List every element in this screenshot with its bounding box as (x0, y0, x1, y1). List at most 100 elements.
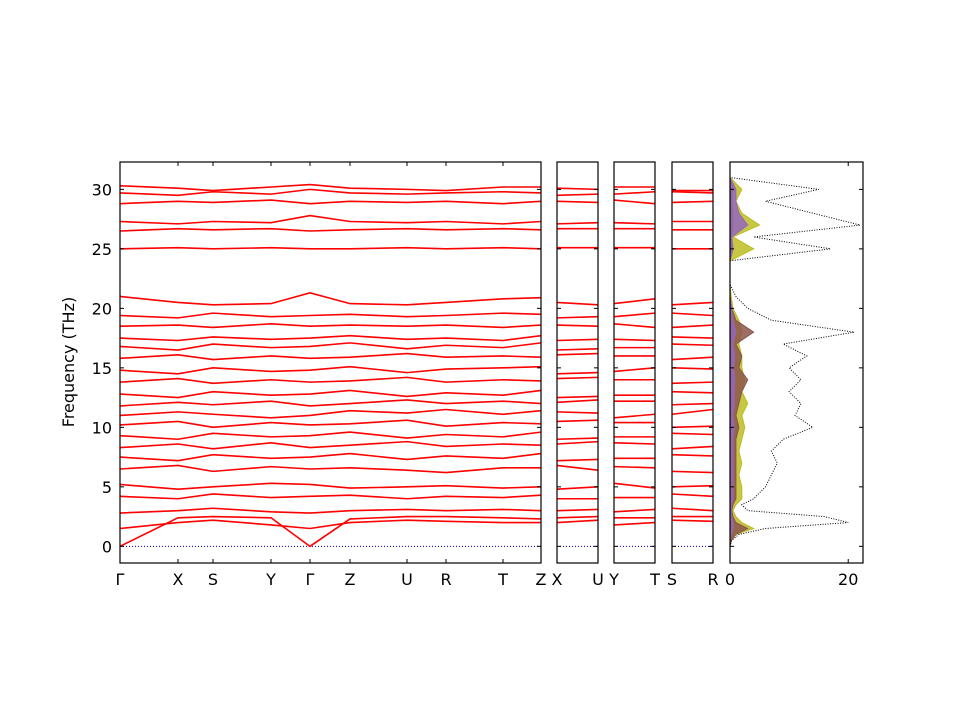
band-line (671, 381, 714, 385)
band-line (119, 419, 542, 429)
band-line (119, 507, 542, 514)
panel-frame (613, 161, 656, 564)
panel-frame (671, 161, 714, 564)
band-line (556, 371, 599, 375)
x-tick-label: S (208, 570, 218, 589)
band-line (671, 470, 714, 474)
y-tick-label: 25 (92, 240, 112, 259)
band-line (613, 298, 656, 305)
band-line (556, 376, 599, 380)
band-line (119, 352, 542, 361)
x-tick-label: 0 (725, 570, 735, 589)
band-line (556, 324, 599, 328)
band-line (556, 187, 599, 191)
band-line (556, 348, 599, 351)
band-line (671, 507, 714, 512)
band-line (119, 515, 542, 548)
band-line (671, 425, 714, 429)
band-line (119, 408, 542, 419)
x-tick-label: S (667, 570, 677, 589)
band-line (613, 521, 656, 526)
band-line (119, 440, 542, 450)
y-tick-label: 10 (92, 418, 112, 437)
band-line (556, 200, 599, 204)
x-tick-label: R (440, 570, 451, 589)
x-tick-label: T (497, 570, 508, 589)
band-line (556, 437, 599, 441)
y-tick-label: 5 (102, 478, 112, 497)
x-tick-label: Y (265, 570, 276, 589)
band-line (119, 292, 542, 306)
band-line (556, 508, 599, 512)
band-line (613, 367, 656, 373)
x-tick-label: T (649, 570, 660, 589)
band-line (613, 442, 656, 445)
band-line (119, 214, 542, 225)
band-line (671, 390, 714, 394)
band-line (556, 301, 599, 306)
y-tick-label: 0 (102, 537, 112, 556)
band-line (671, 190, 714, 194)
band-line (119, 199, 542, 205)
band-line (556, 519, 599, 524)
y-tick-label: 30 (92, 180, 112, 199)
band-line (671, 493, 714, 498)
band-line (556, 395, 599, 399)
x-tick-label: 20 (838, 570, 858, 589)
y-tick-label: 15 (92, 359, 112, 378)
band-line (119, 183, 541, 192)
band-line (671, 519, 714, 523)
band-line (613, 508, 656, 513)
x-tick-label: X (173, 570, 184, 589)
x-tick-label: Γ (306, 570, 315, 589)
band-line (119, 399, 542, 407)
band-line (671, 336, 714, 339)
band-line (671, 408, 714, 416)
band-line (119, 188, 542, 197)
band-line (613, 465, 656, 469)
band-line (119, 334, 542, 342)
band-line (119, 431, 542, 441)
band-line (556, 352, 599, 356)
x-tick-label: Z (536, 570, 547, 589)
band-line (556, 411, 599, 414)
band-line (671, 367, 714, 370)
band-line (613, 190, 656, 195)
band-line (671, 402, 714, 406)
band-line (613, 413, 656, 419)
band-line (671, 453, 714, 457)
band-line (671, 200, 714, 204)
band-line (613, 221, 656, 225)
band-line (613, 312, 656, 318)
band-line (556, 193, 599, 197)
band-line (556, 338, 599, 342)
band-line (556, 315, 599, 319)
band-line (119, 246, 542, 250)
x-tick-label: Y (608, 570, 619, 589)
x-tick-label: U (401, 570, 413, 589)
band-line (119, 365, 542, 375)
band-line (613, 199, 656, 205)
band-line (613, 338, 656, 342)
band-line (556, 419, 599, 423)
band-line (119, 227, 542, 232)
panel-frame (556, 161, 599, 564)
band-line (556, 515, 599, 519)
x-tick-label: Z (345, 570, 356, 589)
band-line (119, 464, 541, 474)
band-line (613, 482, 656, 489)
band-line (119, 323, 542, 329)
x-tick-label: X (552, 570, 563, 589)
band-line (119, 312, 542, 319)
band-line (556, 440, 599, 445)
band-line (671, 484, 714, 488)
band-line (671, 445, 714, 450)
band-line (556, 458, 599, 462)
band-line (119, 452, 542, 462)
x-tick-label: U (592, 570, 604, 589)
band-line (613, 323, 656, 329)
y-tick-label: 20 (92, 299, 112, 318)
band-line (556, 221, 599, 225)
y-axis-label: Frequency (THz) (59, 297, 78, 427)
